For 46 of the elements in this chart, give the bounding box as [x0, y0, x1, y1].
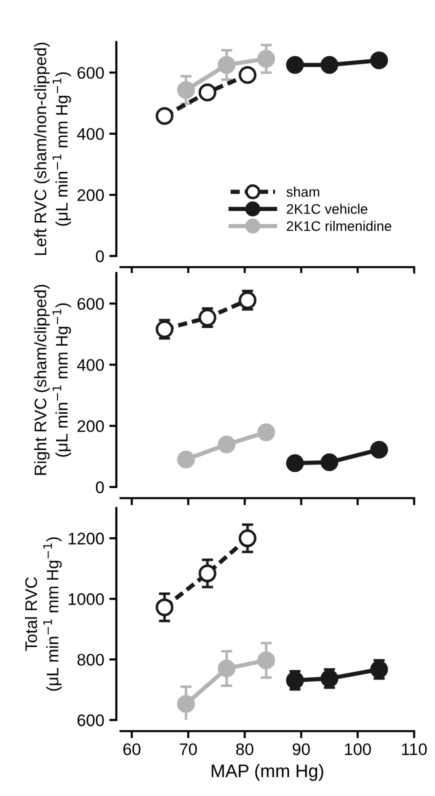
point [257, 423, 276, 442]
point [320, 56, 338, 74]
point [156, 107, 174, 125]
y-axis-title: Right RVC (sham/clipped) (μL min$^{−1}$ mm Hg$^{−1}$) [34, 284, 72, 475]
point [218, 56, 236, 74]
point [238, 66, 256, 84]
y-tick-label: 400 [77, 128, 104, 140]
point [218, 436, 236, 454]
y-tick-label: 600 [78, 714, 104, 726]
point [198, 564, 216, 582]
legend-label: sham [286, 186, 320, 197]
point [320, 453, 338, 472]
y-tick-label: 800 [77, 654, 104, 666]
y-tick-label: 0 [96, 481, 104, 494]
point [177, 450, 195, 468]
point [257, 651, 276, 670]
y-tick-label: 400 [77, 359, 104, 371]
point [238, 529, 256, 548]
y-tick-label: 600 [78, 298, 104, 310]
point [177, 81, 195, 99]
point [177, 695, 195, 713]
x-axis-title: MAP (mm Hg) [212, 764, 324, 781]
y-tick-label: 1200 [68, 532, 104, 544]
point [198, 84, 216, 102]
y-tick-label: 200 [78, 420, 104, 432]
point [370, 51, 388, 70]
point [370, 440, 388, 459]
point [286, 56, 304, 74]
x-tick-label: 80 [236, 743, 254, 756]
y-axis-title: Total RVC (μL min$^{−1}$ mm Hg$^{−1}$) [24, 537, 62, 691]
y-axis-title: Left RVC (sham/non-clipped) (μL min$^{−1}$ mm Hg$^{−1}$) [34, 42, 72, 255]
y-tick-label: 0 [96, 250, 104, 262]
point [156, 598, 174, 616]
point [257, 50, 276, 68]
x-tick-label: 70 [180, 743, 197, 756]
y-tick-label: 600 [78, 66, 104, 79]
x-tick-label: 60 [123, 743, 140, 756]
x-tick-label: 100 [345, 743, 371, 756]
legend-label: 2K1C rilmenidine [286, 220, 392, 232]
point [218, 660, 236, 678]
y-tick-label: 200 [78, 189, 104, 202]
x-tick-label: 110 [402, 743, 427, 756]
point [286, 454, 304, 472]
y-tick-label: 1000 [68, 593, 104, 606]
legend-label: 2K1C vehicle [286, 204, 368, 214]
x-tick-label: 90 [292, 743, 310, 756]
